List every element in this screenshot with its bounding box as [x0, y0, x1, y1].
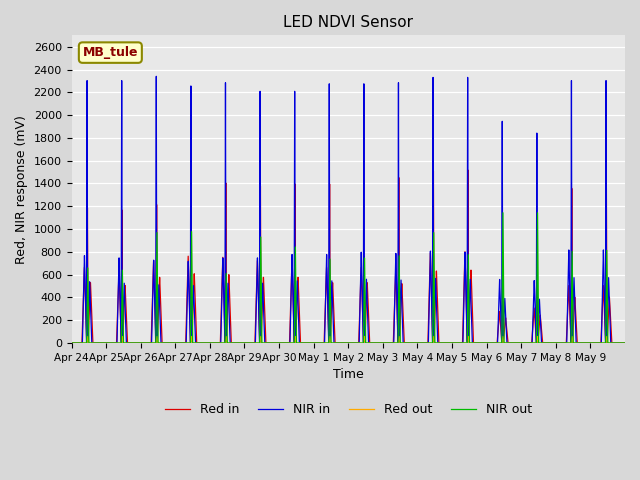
Red in — [464, 167, 472, 173]
NIR in — [95, 340, 103, 346]
Red out — [95, 340, 103, 346]
NIR out — [499, 210, 507, 216]
NIR out — [478, 340, 486, 346]
Line: Red in: Red in — [72, 170, 625, 343]
Line: Red out: Red out — [72, 336, 625, 343]
Red out — [478, 340, 486, 346]
NIR out — [95, 340, 103, 346]
NIR out — [508, 340, 515, 346]
Text: MB_tule: MB_tule — [83, 46, 138, 59]
Line: NIR out: NIR out — [72, 213, 625, 343]
Red in — [95, 340, 103, 346]
Red out — [419, 340, 427, 346]
NIR out — [395, 259, 403, 265]
NIR in — [268, 340, 276, 346]
NIR in — [68, 340, 76, 346]
Line: NIR in: NIR in — [72, 76, 625, 343]
Red out — [68, 340, 76, 346]
Y-axis label: Red, NIR response (mV): Red, NIR response (mV) — [15, 115, 28, 264]
X-axis label: Time: Time — [333, 368, 364, 381]
Red out — [268, 340, 276, 346]
Title: LED NDVI Sensor: LED NDVI Sensor — [284, 15, 413, 30]
NIR out — [621, 340, 629, 346]
Red in — [395, 233, 403, 239]
Red out — [621, 340, 629, 346]
Red in — [508, 340, 515, 346]
NIR out — [68, 340, 76, 346]
Red out — [508, 340, 515, 346]
NIR in — [419, 340, 427, 346]
Legend: Red in, NIR in, Red out, NIR out: Red in, NIR in, Red out, NIR out — [159, 398, 537, 421]
Red in — [478, 340, 486, 346]
NIR in — [396, 336, 403, 342]
NIR out — [419, 340, 427, 346]
NIR in — [478, 340, 486, 346]
Red in — [268, 340, 276, 346]
Red in — [68, 340, 76, 346]
Red out — [84, 334, 92, 339]
Red in — [621, 340, 629, 346]
Red out — [396, 334, 403, 339]
NIR in — [621, 340, 629, 346]
Red in — [419, 340, 427, 346]
NIR out — [268, 340, 276, 346]
NIR in — [508, 340, 515, 346]
NIR in — [152, 73, 160, 79]
